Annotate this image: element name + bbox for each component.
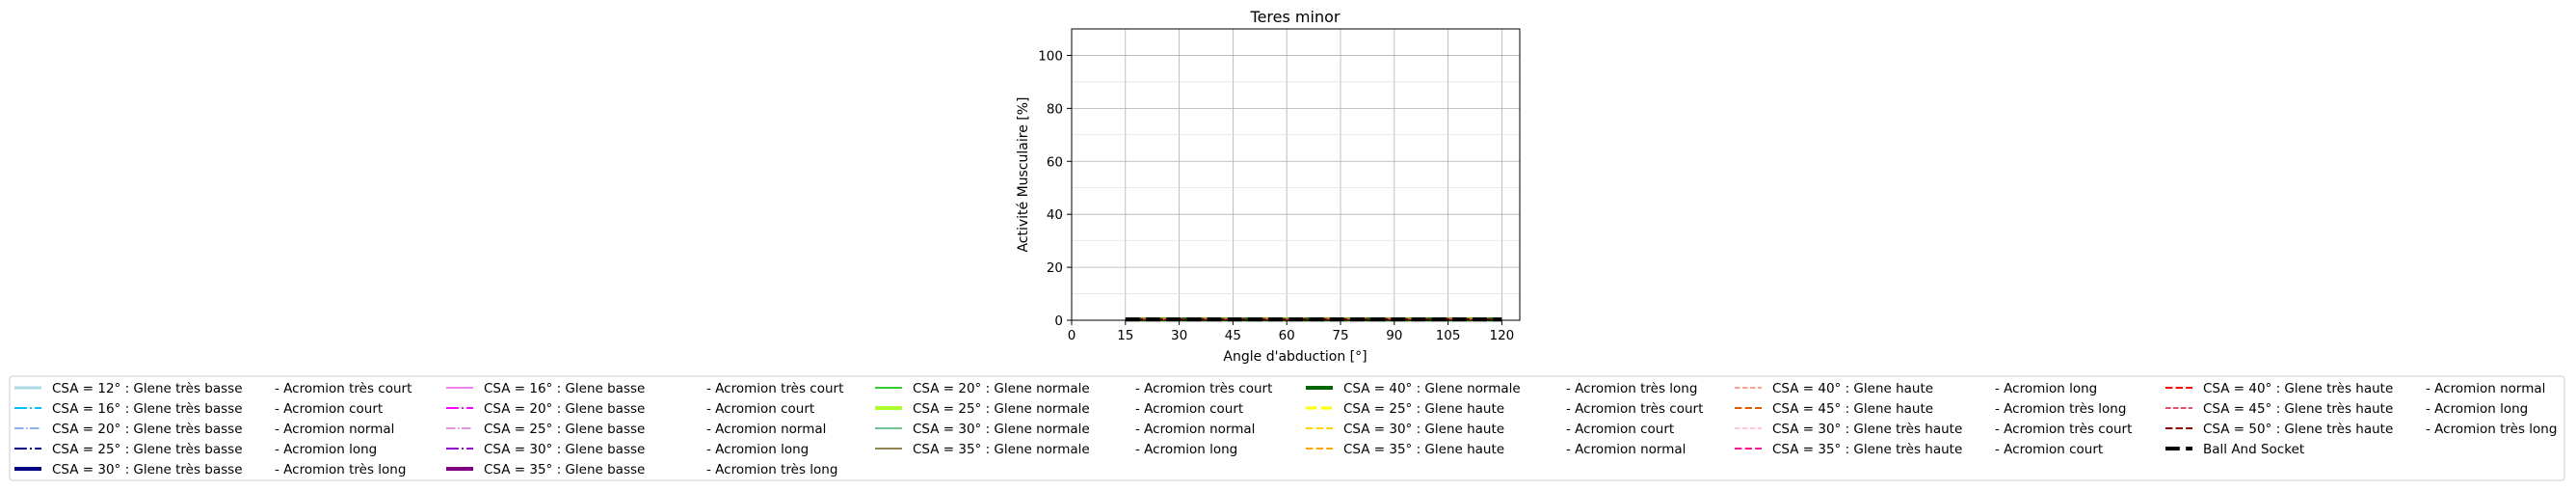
legend-label: CSA = 25° : Glene très basse: [52, 442, 243, 457]
x-axis-label: Angle d'abduction [°]: [1223, 349, 1367, 365]
legend-label: CSA = 16° : Glene basse: [484, 381, 645, 396]
legend-label-suffix: - Acromion court: [1135, 401, 1243, 417]
legend-label: CSA = 35° : Glene haute: [1343, 442, 1504, 457]
x-tick-label: 75: [1332, 328, 1348, 343]
legend-label-suffix: - Acromion long: [2426, 401, 2528, 417]
legend-label: CSA = 45° : Glene haute: [1772, 401, 1933, 417]
legend-label-suffix: - Acromion court: [1566, 422, 1674, 437]
legend-label-suffix: - Acromion court: [1995, 442, 2103, 457]
legend-label-suffix: - Acromion très long: [706, 462, 837, 477]
legend-label-suffix: - Acromion très court: [1995, 422, 2132, 437]
legend-label-suffix: - Acromion très court: [1135, 381, 1272, 396]
legend-label-suffix: - Acromion long: [706, 442, 809, 457]
legend-label: CSA = 30° : Glene basse: [484, 442, 645, 457]
legend-label-suffix: - Acromion très court: [275, 381, 412, 396]
y-tick-label: 20: [1047, 260, 1063, 276]
legend-label: CSA = 25° : Glene basse: [484, 422, 645, 437]
legend-label: CSA = 16° : Glene très basse: [52, 401, 243, 417]
legend-label-suffix: - Acromion normal: [275, 422, 394, 437]
legend-label-suffix: - Acromion court: [706, 401, 814, 417]
legend-label-suffix: - Acromion très court: [706, 381, 843, 396]
legend-label: CSA = 35° : Glene normale: [913, 442, 1090, 457]
legend-label-suffix: - Acromion normal: [1566, 442, 1686, 457]
legend-label: CSA = 35° : Glene très haute: [1772, 442, 1962, 457]
legend-label: CSA = 40° : Glene très haute: [2203, 381, 2393, 396]
legend-label-suffix: - Acromion long: [1995, 381, 2097, 396]
legend-label: CSA = 50° : Glene très haute: [2203, 422, 2393, 437]
legend-label-suffix: - Acromion court: [275, 401, 383, 417]
y-tick-label: 40: [1047, 207, 1063, 223]
legend-label-suffix: - Acromion très long: [2426, 422, 2557, 437]
legend-label-suffix: - Acromion normal: [1135, 422, 1255, 437]
legend-label-suffix: - Acromion normal: [706, 422, 826, 437]
x-tick-label: 120: [1490, 328, 1515, 343]
y-tick-label: 60: [1047, 154, 1063, 170]
legend-label-suffix: - Acromion très long: [1995, 401, 2126, 417]
y-tick-label: 100: [1038, 48, 1063, 64]
legend-label: CSA = 20° : Glene normale: [913, 381, 1090, 396]
y-axis: 0 20 40 60 80 100: [1038, 48, 1072, 329]
legend-label: CSA = 40° : Glene haute: [1772, 381, 1933, 396]
legend-label-suffix: - Acromion long: [275, 442, 377, 457]
legend: CSA = 12° : Glene très basse - Acromion t…: [9, 375, 2565, 481]
legend-label: Ball And Socket: [2203, 442, 2304, 457]
x-tick-label: 60: [1279, 328, 1295, 343]
chart-title: Teres minor: [1250, 8, 1341, 26]
y-axis-label: Activité Musculaire [%]: [1016, 96, 1031, 252]
x-tick-label: 15: [1117, 328, 1133, 343]
legend-label-suffix: - Acromion très long: [275, 462, 406, 477]
legend-label: CSA = 35° : Glene basse: [484, 462, 645, 477]
legend-label: CSA = 25° : Glene normale: [913, 401, 1090, 417]
legend-label-suffix: - Acromion normal: [2426, 381, 2545, 396]
legend-label: CSA = 20° : Glene basse: [484, 401, 645, 417]
legend-label: CSA = 30° : Glene haute: [1343, 422, 1504, 437]
y-tick-label: 0: [1054, 314, 1063, 329]
legend-label: CSA = 12° : Glene très basse: [52, 381, 243, 396]
legend-label-suffix: - Acromion très long: [1566, 381, 1697, 396]
legend-label: CSA = 20° : Glene très basse: [52, 422, 243, 437]
legend-label: CSA = 30° : Glene très basse: [52, 462, 243, 477]
legend-label: CSA = 40° : Glene normale: [1343, 381, 1521, 396]
legend-label: CSA = 30° : Glene normale: [913, 422, 1090, 437]
y-tick-label: 80: [1047, 101, 1063, 117]
legend-label: CSA = 45° : Glene très haute: [2203, 401, 2393, 417]
legend-frame: [9, 375, 2565, 481]
legend-label: CSA = 30° : Glene très haute: [1772, 422, 1962, 437]
x-tick-label: 45: [1225, 328, 1241, 343]
x-tick-label: 30: [1171, 328, 1187, 343]
plot-area: [1071, 28, 1521, 322]
x-axis: 0 15 30 45 60 75 90 105 120: [1068, 320, 1515, 343]
legend-label-suffix: - Acromion très court: [1566, 401, 1703, 417]
legend-label-suffix: - Acromion long: [1135, 442, 1237, 457]
x-tick-label: 0: [1068, 328, 1076, 343]
axes-frame: [1071, 28, 1521, 321]
legend-label: CSA = 25° : Glene haute: [1343, 401, 1504, 417]
x-tick-label: 105: [1436, 328, 1461, 343]
x-tick-label: 90: [1386, 328, 1402, 343]
